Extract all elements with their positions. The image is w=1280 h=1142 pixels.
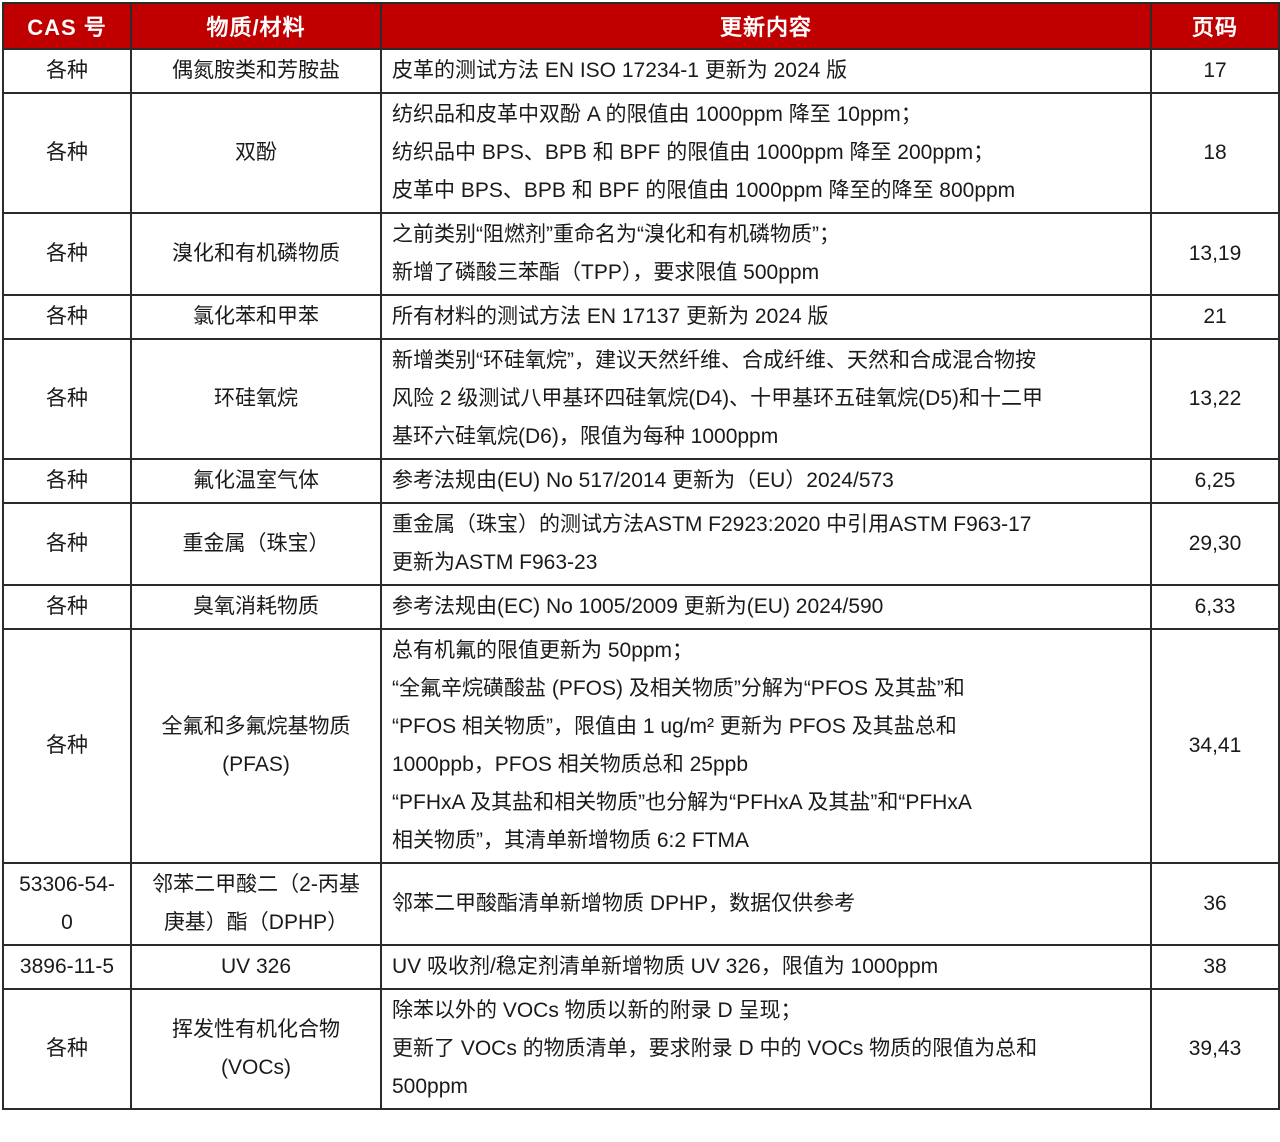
page-number-cell: 13,22 [1150,338,1280,460]
table-row: 3896-11-5 UV 326 UV 吸收剂/稳定剂清单新增物质 UV 326… [2,944,1280,990]
update-content-cell: 参考法规由(EC) No 1005/2009 更新为(EU) 2024/590 [380,584,1152,630]
page-number-cell: 6,33 [1150,584,1280,630]
material-cell: 氟化温室气体 [130,458,382,504]
content-line: 风险 2 级测试八甲基环四硅氧烷(D4)、十甲基环五硅氧烷(D5)和十二甲 [392,387,1044,410]
cas-number-cell: 各种 [2,294,132,340]
material-cell: 环硅氧烷 [130,338,382,460]
update-content-cell: 总有机氟的限值更新为 50ppm； “全氟辛烷磺酸盐 (PFOS) 及相关物质”分… [380,628,1152,864]
content-line: 500ppm [392,1075,468,1098]
page-number-cell: 21 [1150,294,1280,340]
header-page-number: 页码 [1150,2,1280,50]
content-line: “PFOS 相关物质”，限值由 1 ug/m² 更新为 PFOS 及其盐总和 [392,715,957,738]
table-row: 各种 双酚 纺织品和皮革中双酚 A 的限值由 1000ppm 降至 10ppm；… [2,92,1280,214]
update-content-cell: UV 吸收剂/稳定剂清单新增物质 UV 326，限值为 1000ppm [380,944,1152,990]
page-number-cell: 17 [1150,48,1280,94]
cas-number-cell: 各种 [2,628,132,864]
content-line: 更新了 VOCs 的物质清单，要求附录 D 中的 VOCs 物质的限值为总和 [392,1037,1038,1060]
table-row: 各种 环硅氧烷 新增类别“环硅氧烷”，建议天然纤维、合成纤维、天然和合成混合物按… [2,338,1280,460]
substance-update-table: CAS 号 物质/材料 更新内容 页码 各种 偶氮胺类和芳胺盐 皮革的测试方法 … [2,2,1280,1110]
update-content-cell: 参考法规由(EU) No 517/2014 更新为（EU）2024/573 [380,458,1152,504]
cas-number-cell: 53306-54-0 [2,862,132,946]
content-line: 新增类别“环硅氧烷”，建议天然纤维、合成纤维、天然和合成混合物按 [392,349,1036,372]
material-cell: 臭氧消耗物质 [130,584,382,630]
content-line: “PFHxA 及其盐和相关物质”也分解为“PFHxA 及其盐”和“PFHxA [392,791,972,814]
header-row: CAS 号 物质/材料 更新内容 页码 [2,2,1280,50]
material-cell: 偶氮胺类和芳胺盐 [130,48,382,94]
content-line: UV 吸收剂/稳定剂清单新增物质 UV 326，限值为 1000ppm [392,955,939,978]
content-line: 所有材料的测试方法 EN 17137 更新为 2024 版 [392,305,829,328]
table-header: CAS 号 物质/材料 更新内容 页码 [2,2,1280,50]
update-content-cell: 所有材料的测试方法 EN 17137 更新为 2024 版 [380,294,1152,340]
cas-number-cell: 3896-11-5 [2,944,132,990]
material-cell: 邻苯二甲酸二（2-丙基庚基）酯（DPHP） [130,862,382,946]
update-content-cell: 重金属（珠宝）的测试方法ASTM F2923:2020 中引用ASTM F963… [380,502,1152,586]
update-content-cell: 纺织品和皮革中双酚 A 的限值由 1000ppm 降至 10ppm； 纺织品中 B… [380,92,1152,214]
page-number-cell: 38 [1150,944,1280,990]
content-line: 更新为ASTM F963-23 [392,551,598,574]
page-number-cell: 39,43 [1150,988,1280,1110]
cas-number-cell: 各种 [2,212,132,296]
update-content-cell: 新增类别“环硅氧烷”，建议天然纤维、合成纤维、天然和合成混合物按 风险 2 级测试… [380,338,1152,460]
content-line: 纺织品和皮革中双酚 A 的限值由 1000ppm 降至 10ppm； [392,103,922,126]
content-line: 1000ppb，PFOS 相关物质总和 25ppb [392,753,748,776]
content-line: “全氟辛烷磺酸盐 (PFOS) 及相关物质”分解为“PFOS 及其盐”和 [392,677,965,700]
page-number-cell: 18 [1150,92,1280,214]
table-row: 各种 重金属（珠宝） 重金属（珠宝）的测试方法ASTM F2923:2020 中… [2,502,1280,586]
material-cell: 双酚 [130,92,382,214]
page-number-cell: 13,19 [1150,212,1280,296]
content-line: 基环六硅氧烷(D6)，限值为每种 1000ppm [392,425,779,448]
material-cell: 氯化苯和甲苯 [130,294,382,340]
cas-number-cell: 各种 [2,458,132,504]
cas-number-cell: 各种 [2,502,132,586]
table-row: 各种 溴化和有机磷物质 之前类别“阻燃剂”重命名为“溴化和有机磷物质”； 新增了磷… [2,212,1280,296]
update-content-cell: 皮革的测试方法 EN ISO 17234-1 更新为 2024 版 [380,48,1152,94]
cas-number-cell: 各种 [2,92,132,214]
cas-number-cell: 各种 [2,48,132,94]
cas-number-cell: 各种 [2,338,132,460]
table-row: 各种 臭氧消耗物质 参考法规由(EC) No 1005/2009 更新为(EU)… [2,584,1280,630]
content-line: 总有机氟的限值更新为 50ppm； [392,639,694,662]
header-cas-number: CAS 号 [2,2,132,50]
page-number-cell: 34,41 [1150,628,1280,864]
content-line: 参考法规由(EU) No 517/2014 更新为（EU）2024/573 [392,469,894,492]
header-material: 物质/材料 [130,2,382,50]
page-number-cell: 36 [1150,862,1280,946]
content-line: 参考法规由(EC) No 1005/2009 更新为(EU) 2024/590 [392,595,884,618]
table-row: 53306-54-0 邻苯二甲酸二（2-丙基庚基）酯（DPHP） 邻苯二甲酸酯清… [2,862,1280,946]
material-cell: UV 326 [130,944,382,990]
content-line: 皮革中 BPS、BPB 和 BPF 的限值由 1000ppm 降至的降至 800… [392,179,1016,202]
cas-number-cell: 各种 [2,584,132,630]
content-line: 之前类别“阻燃剂”重命名为“溴化和有机磷物质”； [392,223,840,246]
table-row: 各种 全氟和多氟烷基物质 (PFAS) 总有机氟的限值更新为 50ppm； “全氟… [2,628,1280,864]
page-number-cell: 29,30 [1150,502,1280,586]
table-row: 各种 氯化苯和甲苯 所有材料的测试方法 EN 17137 更新为 2024 版 … [2,294,1280,340]
content-line: 纺织品中 BPS、BPB 和 BPF 的限值由 1000ppm 降至 200pp… [392,141,995,164]
table-body: 各种 偶氮胺类和芳胺盐 皮革的测试方法 EN ISO 17234-1 更新为 2… [2,48,1280,1110]
table-row: 各种 氟化温室气体 参考法规由(EU) No 517/2014 更新为（EU）2… [2,458,1280,504]
material-cell: 重金属（珠宝） [130,502,382,586]
content-line: 相关物质”，其清单新增物质 6:2 FTMA [392,829,750,852]
material-cell: 全氟和多氟烷基物质 (PFAS) [130,628,382,864]
material-cell: 挥发性有机化合物 (VOCs) [130,988,382,1110]
material-cell: 溴化和有机磷物质 [130,212,382,296]
content-line: 新增了磷酸三苯酯（TPP），要求限值 500ppm [392,261,820,284]
content-line: 邻苯二甲酸酯清单新增物质 DPHP，数据仅供参考 [392,892,856,915]
header-update-content: 更新内容 [380,2,1152,50]
cas-number-cell: 各种 [2,988,132,1110]
update-content-cell: 之前类别“阻燃剂”重命名为“溴化和有机磷物质”； 新增了磷酸三苯酯（TPP），要求… [380,212,1152,296]
content-line: 除苯以外的 VOCs 物质以新的附录 D 呈现； [392,999,802,1022]
table-row: 各种 挥发性有机化合物 (VOCs) 除苯以外的 VOCs 物质以新的附录 D … [2,988,1280,1110]
update-content-cell: 邻苯二甲酸酯清单新增物质 DPHP，数据仅供参考 [380,862,1152,946]
update-content-cell: 除苯以外的 VOCs 物质以新的附录 D 呈现； 更新了 VOCs 的物质清单，要… [380,988,1152,1110]
content-line: 重金属（珠宝）的测试方法ASTM F2923:2020 中引用ASTM F963… [392,513,1032,536]
page-number-cell: 6,25 [1150,458,1280,504]
content-line: 皮革的测试方法 EN ISO 17234-1 更新为 2024 版 [392,59,848,82]
table-row: 各种 偶氮胺类和芳胺盐 皮革的测试方法 EN ISO 17234-1 更新为 2… [2,48,1280,94]
